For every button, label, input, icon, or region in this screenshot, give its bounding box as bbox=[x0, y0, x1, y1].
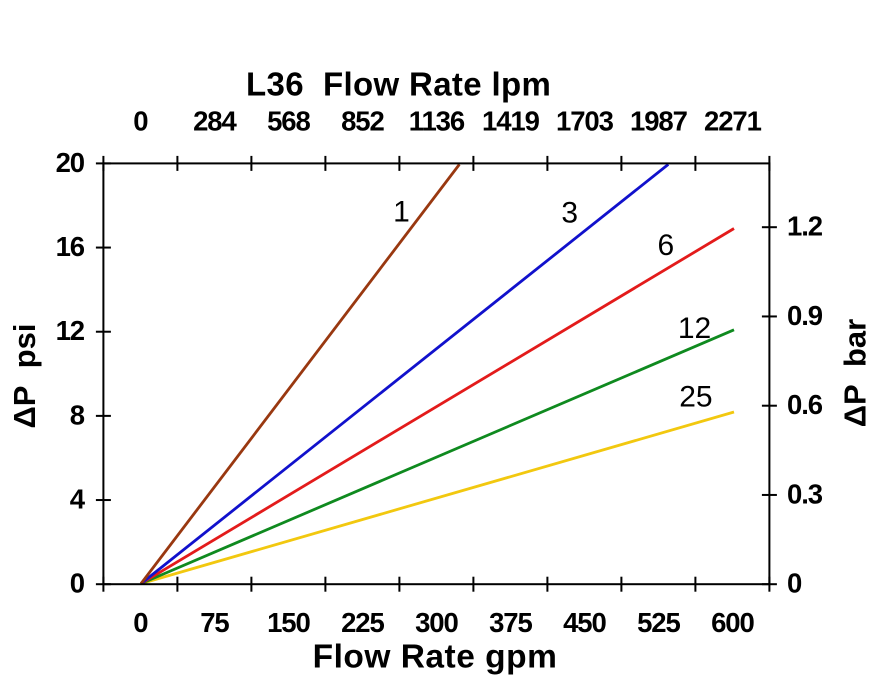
svg-text:1419: 1419 bbox=[482, 106, 540, 137]
svg-text:1987: 1987 bbox=[630, 106, 688, 137]
svg-text:2271: 2271 bbox=[704, 106, 762, 137]
svg-text:1136: 1136 bbox=[409, 106, 465, 137]
svg-text:225: 225 bbox=[341, 607, 384, 638]
svg-text:375: 375 bbox=[489, 607, 532, 638]
svg-text:568: 568 bbox=[267, 106, 310, 137]
svg-text:1: 1 bbox=[393, 196, 410, 229]
svg-text:8: 8 bbox=[70, 399, 85, 430]
svg-text:852: 852 bbox=[341, 106, 384, 137]
svg-text:75: 75 bbox=[200, 607, 229, 638]
svg-text:284: 284 bbox=[193, 106, 237, 137]
svg-text:ΔP psi: ΔP psi bbox=[7, 324, 42, 429]
svg-text:0.9: 0.9 bbox=[787, 300, 823, 331]
svg-text:16: 16 bbox=[56, 231, 85, 262]
svg-text:12: 12 bbox=[56, 315, 85, 346]
svg-text:150: 150 bbox=[267, 607, 310, 638]
svg-text:4: 4 bbox=[70, 484, 86, 515]
svg-text:0: 0 bbox=[787, 568, 802, 599]
svg-text:525: 525 bbox=[637, 607, 680, 638]
svg-text:0: 0 bbox=[133, 106, 148, 137]
svg-text:0: 0 bbox=[133, 607, 148, 638]
svg-text:L36 Flow Rate lpm: L36 Flow Rate lpm bbox=[246, 65, 551, 102]
svg-text:1.2: 1.2 bbox=[787, 211, 823, 242]
svg-text:12: 12 bbox=[678, 312, 711, 345]
svg-text:0: 0 bbox=[70, 568, 85, 599]
svg-text:0.6: 0.6 bbox=[787, 389, 823, 420]
svg-text:25: 25 bbox=[679, 380, 712, 413]
svg-text:450: 450 bbox=[563, 607, 606, 638]
svg-text:0.3: 0.3 bbox=[787, 478, 823, 509]
svg-text:20: 20 bbox=[56, 147, 85, 178]
svg-text:600: 600 bbox=[711, 607, 754, 638]
svg-text:3: 3 bbox=[561, 196, 578, 229]
svg-text:ΔP bar: ΔP bar bbox=[837, 319, 872, 427]
svg-text:6: 6 bbox=[658, 229, 675, 262]
svg-text:Flow Rate gpm: Flow Rate gpm bbox=[313, 638, 558, 675]
svg-text:300: 300 bbox=[415, 607, 458, 638]
svg-text:1703: 1703 bbox=[556, 106, 614, 137]
